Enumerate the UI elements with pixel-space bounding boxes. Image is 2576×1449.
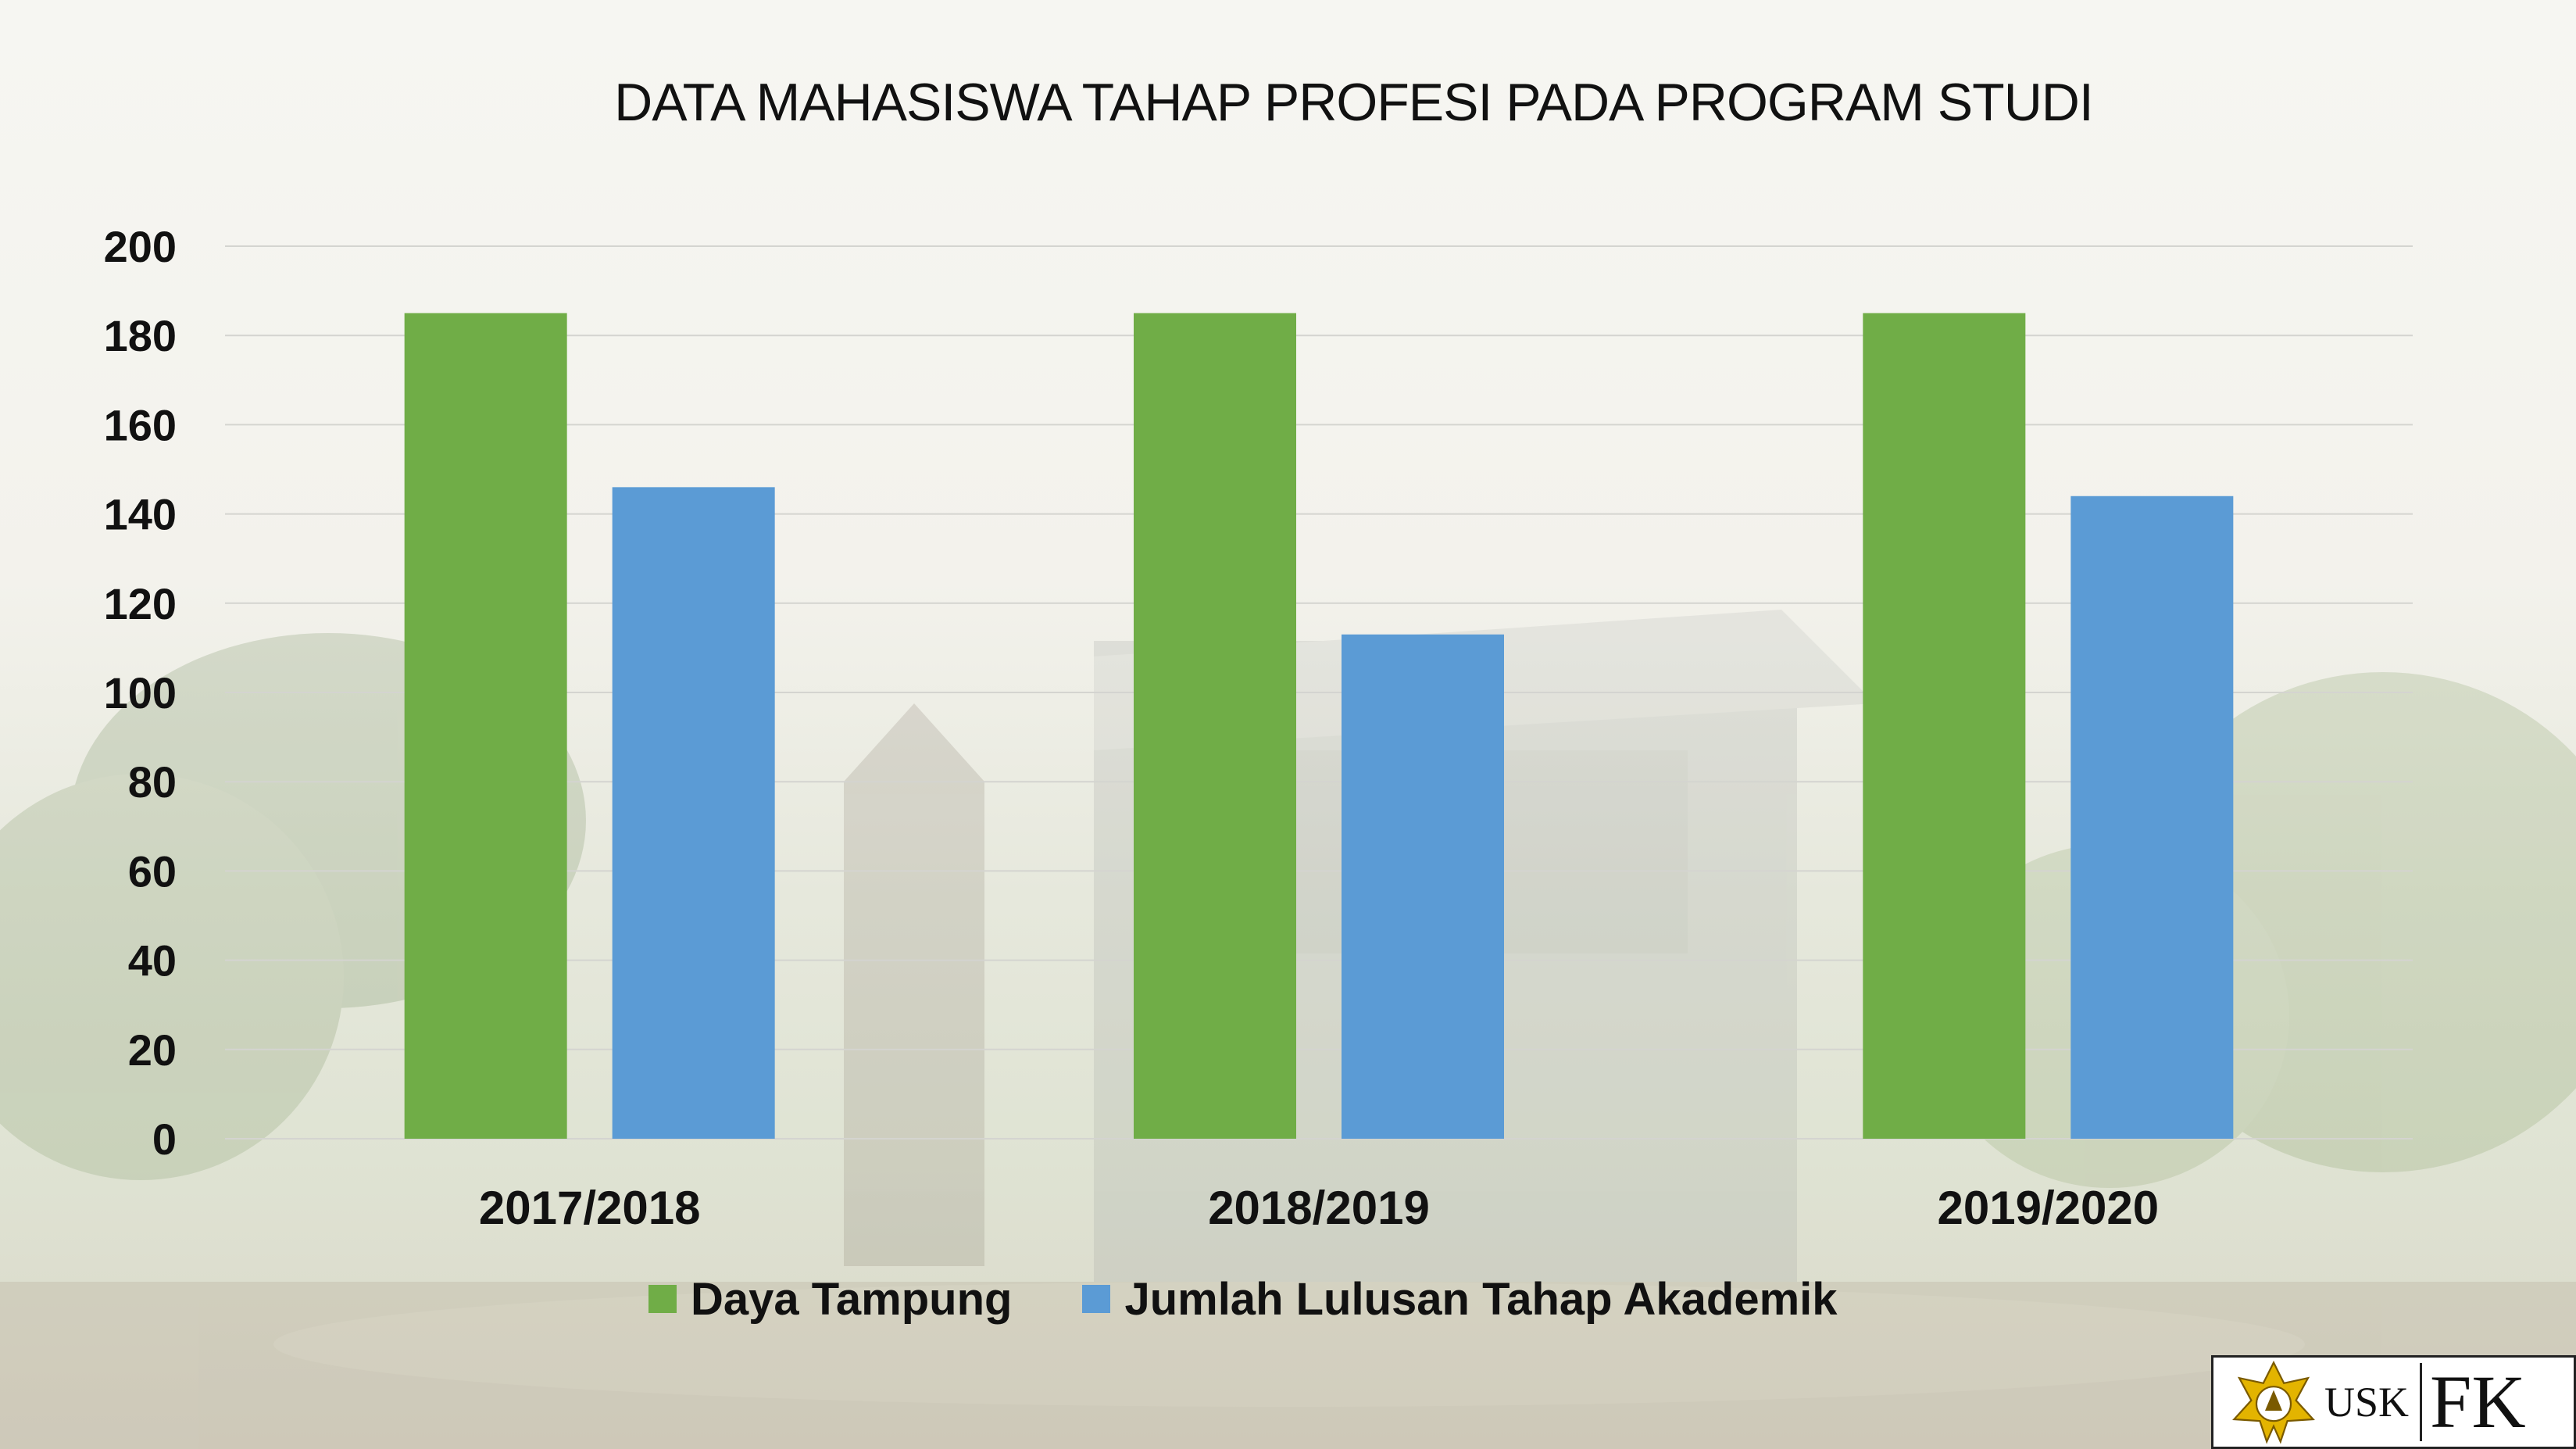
x-tick-label: 2018/2019 — [1208, 1182, 1430, 1234]
y-tick-label: 180 — [104, 311, 177, 360]
bar-daya-tampung — [404, 313, 567, 1139]
y-tick-label: 80 — [128, 757, 177, 807]
bar-jumlah-lulusan — [2070, 496, 2234, 1139]
chart-legend: Daya Tampung Jumlah Lulusan Tahap Akadem… — [648, 1268, 1838, 1330]
y-tick-label: 20 — [128, 1025, 177, 1075]
legend-item-jumlah-lulusan: Jumlah Lulusan Tahap Akademik — [1082, 1273, 1838, 1326]
legend-item-daya-tampung: Daya Tampung — [648, 1273, 1012, 1326]
y-tick-label: 40 — [128, 936, 177, 986]
y-tick-label: 140 — [104, 490, 177, 539]
legend-label: Daya Tampung — [691, 1273, 1013, 1325]
y-tick-label: 0 — [152, 1114, 177, 1164]
bar-daya-tampung — [1134, 313, 1296, 1139]
bar-jumlah-lulusan — [1342, 634, 1504, 1139]
legend-swatch — [648, 1285, 677, 1313]
y-tick-label: 120 — [104, 579, 177, 628]
legend-label: Jumlah Lulusan Tahap Akademik — [1124, 1273, 1838, 1325]
y-tick-label: 160 — [104, 400, 177, 449]
usk-logo-text: USK — [2324, 1379, 2410, 1426]
y-tick-label: 60 — [128, 846, 177, 896]
legend-swatch — [1082, 1285, 1111, 1313]
x-tick-label: 2017/2018 — [479, 1182, 701, 1234]
usk-fk-logo: USK FK — [2211, 1355, 2576, 1449]
y-tick-label: 100 — [104, 668, 177, 717]
bar-jumlah-lulusan — [612, 487, 775, 1139]
bar-daya-tampung — [1863, 313, 2026, 1139]
fk-logo-text: FK — [2430, 1360, 2526, 1444]
y-tick-label: 200 — [104, 222, 177, 271]
logo-divider — [2420, 1363, 2423, 1441]
chart-title: DATA MAHASISWA TAHAP PROFESI PADA PROGRA… — [614, 73, 2094, 132]
usk-emblem-icon — [2232, 1360, 2315, 1444]
x-tick-label: 2019/2020 — [1938, 1182, 2160, 1234]
